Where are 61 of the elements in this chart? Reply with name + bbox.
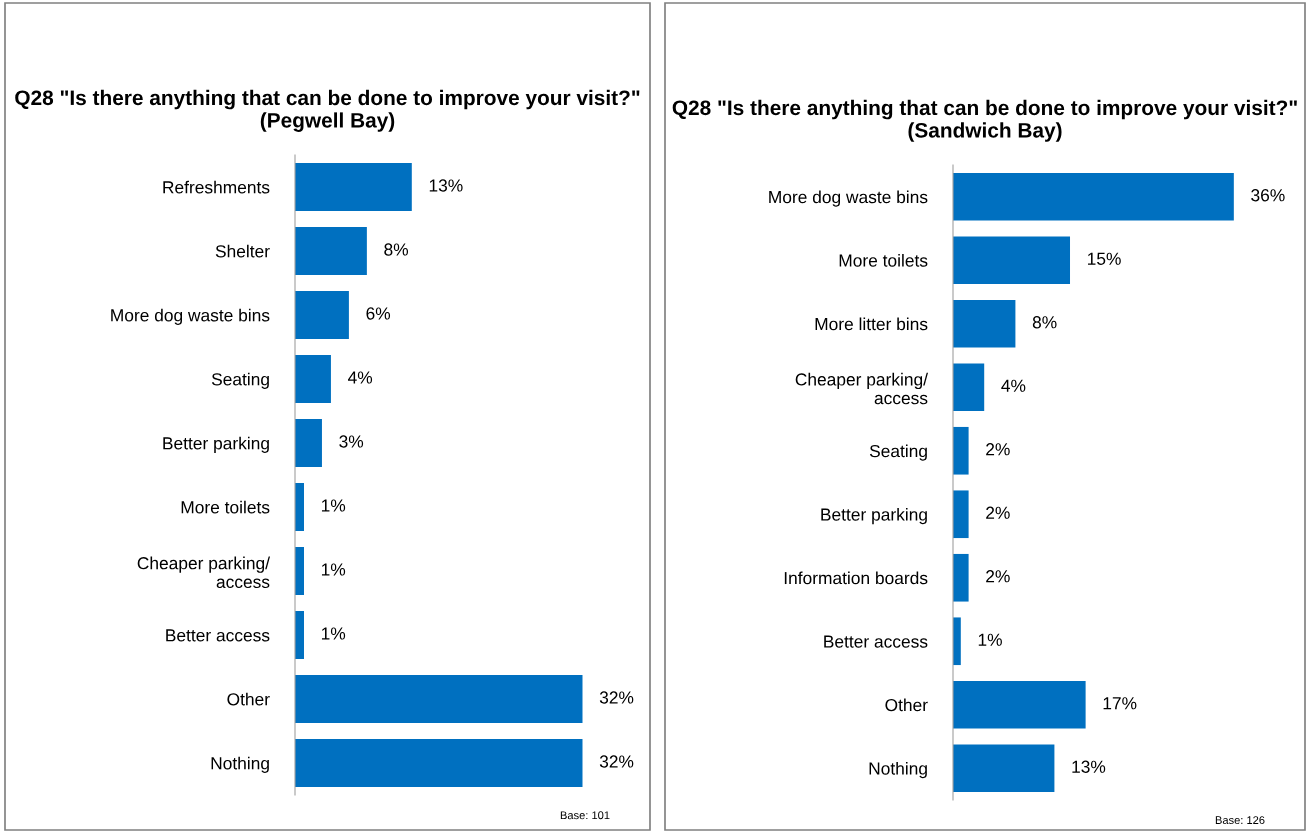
bar bbox=[295, 419, 322, 467]
y-tick-label: Seating bbox=[211, 372, 269, 389]
data-label: 2% bbox=[986, 443, 1010, 456]
y-tick-label: Information boards bbox=[784, 571, 928, 585]
data-label: 1% bbox=[321, 563, 346, 576]
bar bbox=[295, 355, 331, 403]
chart-title: Q28 "Is there anything that can be done to improve your visit?" (Sandwich Bay) bbox=[672, 99, 1297, 142]
y-tick-label: More dog waste bins bbox=[769, 190, 928, 207]
bar bbox=[953, 172, 1234, 221]
y-tick-label: More toilets bbox=[839, 253, 928, 267]
y-tick-label: Better parking bbox=[821, 507, 927, 525]
bar bbox=[953, 490, 969, 539]
bar bbox=[953, 299, 1016, 348]
data-label: 13% bbox=[1072, 760, 1106, 773]
text: Base: 126 bbox=[1215, 816, 1265, 825]
data-label: 6% bbox=[366, 307, 391, 320]
bar bbox=[295, 739, 583, 787]
y-tick-label: Better parking bbox=[163, 436, 269, 453]
y-tick-label: Shelter bbox=[215, 244, 270, 258]
y-tick-label: Nothing bbox=[211, 756, 269, 773]
data-label: 15% bbox=[1088, 252, 1121, 265]
data-label: 4% bbox=[348, 371, 373, 384]
data-label: 36% bbox=[1251, 189, 1285, 202]
bar bbox=[953, 744, 1055, 793]
y-tick-label: More litter bins bbox=[815, 317, 928, 331]
bar bbox=[295, 163, 412, 211]
y-tick-label: More dog waste bins bbox=[111, 308, 270, 325]
data-label: 4% bbox=[1001, 379, 1026, 392]
data-label: 8% bbox=[1032, 316, 1057, 329]
data-label: 32% bbox=[599, 691, 634, 704]
data-label: 1% bbox=[321, 627, 346, 640]
bar bbox=[953, 553, 969, 602]
data-label: 1% bbox=[978, 633, 1002, 646]
bar bbox=[295, 675, 583, 723]
y-tick-label: Cheaper parking/ access bbox=[137, 556, 271, 589]
bar bbox=[953, 617, 961, 666]
data-label: 1% bbox=[321, 499, 346, 512]
bar bbox=[953, 363, 985, 412]
bar bbox=[953, 426, 969, 475]
data-label: 3% bbox=[339, 435, 364, 448]
text: Base: 101 bbox=[560, 811, 610, 820]
y-tick-label: Other bbox=[227, 692, 270, 706]
bar bbox=[295, 291, 349, 339]
y-tick-label: Refreshments bbox=[163, 180, 270, 194]
y-tick-label: Seating bbox=[869, 444, 927, 461]
bar bbox=[295, 227, 367, 275]
y-tick-label: Cheaper parking/ access bbox=[795, 372, 929, 405]
chart-title: Q28 "Is there anything that can be done to improve your visit?" (Pegwell Bay) bbox=[15, 89, 640, 132]
y-tick-label: Nothing bbox=[869, 761, 927, 779]
y-tick-label: Better access bbox=[166, 629, 270, 642]
bar bbox=[953, 680, 1086, 729]
data-label: 2% bbox=[986, 506, 1010, 519]
y-tick-label: Other bbox=[885, 698, 928, 712]
data-label: 13% bbox=[429, 179, 463, 192]
data-label: 32% bbox=[599, 755, 634, 768]
y-tick-label: More toilets bbox=[181, 500, 270, 514]
data-label: 8% bbox=[384, 243, 409, 256]
bar bbox=[953, 236, 1071, 285]
data-label: 17% bbox=[1103, 697, 1137, 710]
data-label: 2% bbox=[986, 570, 1010, 583]
y-tick-label: Better access bbox=[824, 635, 928, 648]
